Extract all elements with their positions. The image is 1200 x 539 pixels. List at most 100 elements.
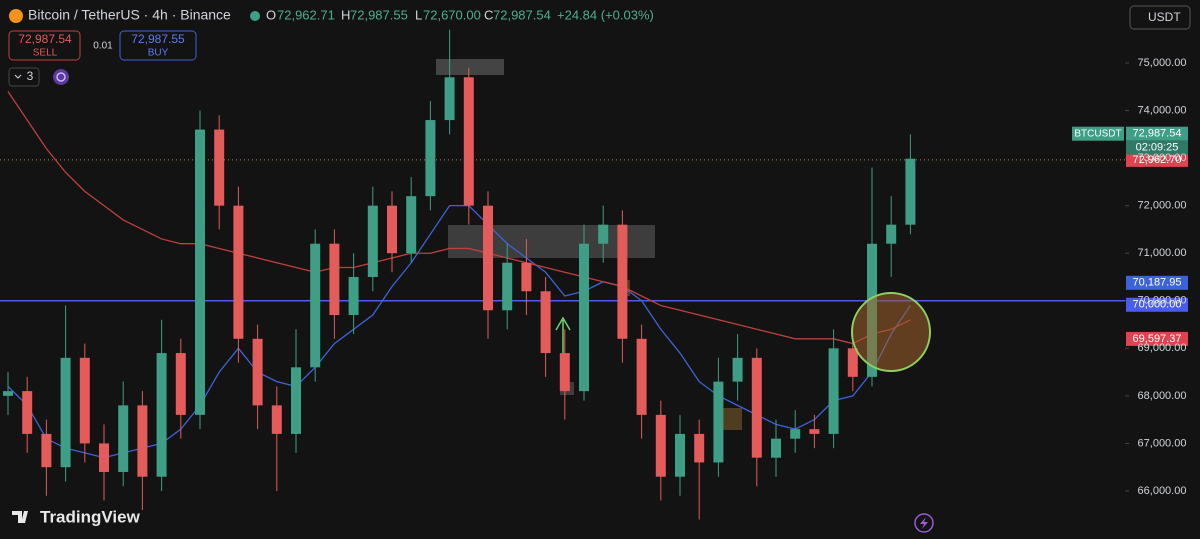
ohlc-value: 72,670.00 bbox=[423, 7, 481, 22]
price-tag-label: 72,987.54 bbox=[1133, 128, 1182, 140]
buy-button[interactable] bbox=[119, 30, 197, 61]
candle-body bbox=[809, 429, 820, 434]
candle-body bbox=[828, 348, 839, 434]
coin-icon bbox=[9, 9, 23, 23]
candle-body bbox=[694, 433, 705, 463]
spread: 0.01 bbox=[93, 41, 113, 52]
candle-body bbox=[483, 205, 493, 311]
candle-body bbox=[99, 443, 109, 472]
candle-body bbox=[886, 224, 897, 244]
y-tick-label: 66,000.00 bbox=[1138, 485, 1187, 497]
ohlc-value: 72,987.54 bbox=[493, 7, 551, 22]
candle-body bbox=[444, 77, 455, 121]
ohlc-label: C bbox=[484, 7, 493, 22]
candle-body bbox=[310, 243, 321, 368]
chevron bbox=[14, 74, 22, 79]
logo bbox=[12, 511, 28, 523]
candle-body bbox=[790, 429, 801, 439]
y-tick-label: 70,000.00 bbox=[1138, 295, 1187, 307]
candle-body bbox=[41, 433, 52, 468]
flash-icon[interactable] bbox=[914, 513, 934, 533]
price-tag bbox=[1126, 331, 1188, 346]
price-tag bbox=[1126, 126, 1188, 141]
candle-body bbox=[214, 129, 225, 206]
sell-price: 72,987.54 bbox=[18, 32, 72, 46]
ohlc-value: 72,987.55 bbox=[350, 7, 408, 22]
candle-body bbox=[847, 348, 858, 377]
ohlc-label: L bbox=[415, 7, 422, 22]
candle-body bbox=[463, 77, 474, 206]
candle-body bbox=[598, 224, 609, 244]
sell-button[interactable] bbox=[8, 30, 81, 61]
candle-body bbox=[156, 353, 167, 477]
buy-price: 72,987.55 bbox=[131, 32, 185, 46]
candle-body bbox=[905, 158, 916, 225]
zone bbox=[436, 59, 504, 75]
candle-body bbox=[137, 405, 148, 477]
status-dot bbox=[250, 11, 260, 21]
countdown-box bbox=[1126, 140, 1188, 155]
y-tick-label: 74,000.00 bbox=[1138, 104, 1187, 116]
symbol-tag-label: BTCUSDT bbox=[1074, 128, 1121, 139]
candle-body bbox=[329, 243, 340, 316]
highlight-circle bbox=[851, 292, 931, 372]
candle-body bbox=[617, 224, 628, 339]
candle-body bbox=[771, 438, 781, 458]
flash-glyph bbox=[920, 517, 928, 529]
countdown: 02:09:25 bbox=[1136, 142, 1179, 154]
y-tick-label: 73,000.00 bbox=[1138, 152, 1187, 164]
candle-body bbox=[348, 276, 359, 316]
price-tag bbox=[1126, 297, 1188, 312]
price-axis bbox=[1125, 0, 1200, 539]
candle-body bbox=[60, 357, 71, 468]
sync-glyph bbox=[56, 72, 66, 82]
watermark: TradingView bbox=[40, 507, 141, 526]
candle-body bbox=[540, 291, 551, 354]
indicators-count: 3 bbox=[27, 69, 34, 83]
candle-body bbox=[732, 357, 743, 382]
indicators-toggle[interactable] bbox=[8, 67, 40, 87]
currency-select[interactable] bbox=[1129, 5, 1191, 30]
candle-body bbox=[559, 353, 570, 392]
price-tag bbox=[1126, 275, 1188, 290]
candle-body bbox=[521, 262, 532, 292]
price-tag bbox=[1126, 152, 1188, 167]
candle-body bbox=[367, 205, 378, 277]
ohlc-value: 72,962.71 bbox=[277, 7, 335, 22]
candle-body bbox=[713, 381, 724, 463]
candle-body bbox=[79, 357, 90, 444]
candle-body bbox=[751, 357, 762, 458]
candle-body bbox=[291, 367, 301, 434]
candle-body bbox=[387, 205, 397, 254]
y-tick-label: 71,000.00 bbox=[1138, 247, 1187, 259]
y-tick-label: 69,000.00 bbox=[1138, 342, 1187, 354]
candle-body bbox=[252, 338, 263, 406]
candle-body bbox=[636, 338, 647, 415]
change: +24.84 (+0.03%) bbox=[557, 7, 654, 22]
candle-body bbox=[175, 353, 186, 415]
price-tag-label: 70,187.95 bbox=[1133, 277, 1182, 289]
candle-body bbox=[655, 414, 666, 477]
candle-body bbox=[195, 129, 205, 415]
sell-label: SELL bbox=[33, 48, 58, 59]
price-tag-label: 69,597.37 bbox=[1133, 333, 1182, 345]
candle-body bbox=[271, 405, 282, 434]
candle-body bbox=[675, 433, 685, 477]
zone bbox=[722, 408, 742, 430]
y-tick-label: 67,000.00 bbox=[1138, 437, 1187, 449]
candle-body bbox=[579, 243, 589, 392]
currency: USDT bbox=[1148, 10, 1181, 24]
candle-body bbox=[233, 205, 244, 339]
candle-body bbox=[118, 405, 129, 472]
sync-icon[interactable] bbox=[53, 69, 69, 85]
candle-body bbox=[425, 120, 436, 197]
buy-label: BUY bbox=[148, 48, 169, 59]
candle-body bbox=[3, 391, 13, 396]
moving-average bbox=[7, 91, 911, 345]
y-tick-label: 68,000.00 bbox=[1138, 390, 1187, 402]
candle-body bbox=[22, 391, 33, 434]
y-tick-label: 72,000.00 bbox=[1138, 200, 1187, 212]
ohlc-label: O bbox=[266, 7, 276, 22]
